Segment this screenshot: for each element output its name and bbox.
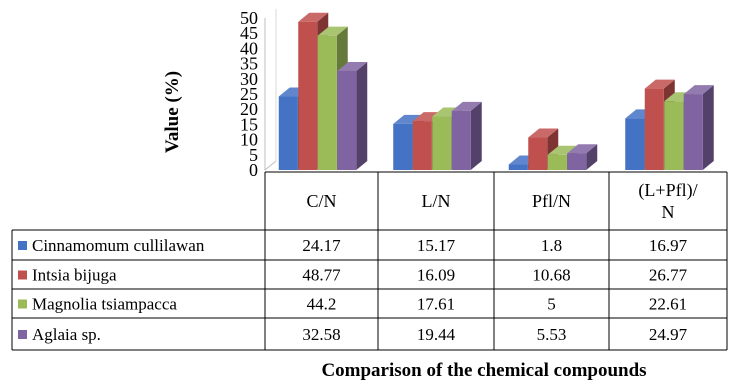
legend-label: Intsia bijuga bbox=[32, 266, 117, 285]
x-axis-title: Comparison of the chemical compounds bbox=[321, 360, 646, 381]
y-axis-title: Value (%) bbox=[162, 71, 183, 153]
data-label: 24.97 bbox=[649, 325, 688, 344]
bar-aglaia-sp--3 bbox=[683, 85, 714, 170]
category-label: (L+Pfl)/N bbox=[638, 180, 697, 222]
y-tick-label: 45 bbox=[240, 23, 258, 43]
data-label: 1.8 bbox=[541, 236, 562, 255]
data-label: 44.2 bbox=[307, 295, 337, 314]
y-tick-label: 10 bbox=[240, 130, 258, 150]
y-tick-label: 35 bbox=[240, 54, 258, 74]
legend-swatch bbox=[18, 330, 27, 339]
data-label: 15.17 bbox=[417, 236, 456, 255]
legend-label: Cinnamomum cullilawan bbox=[32, 236, 205, 255]
y-tick-label: 0 bbox=[249, 160, 258, 180]
y-tick-label: 25 bbox=[240, 84, 258, 104]
data-label: 22.61 bbox=[649, 295, 687, 314]
legend-swatch bbox=[18, 241, 27, 250]
data-label: 24.17 bbox=[302, 236, 341, 255]
category-label: Pfl/N bbox=[532, 191, 571, 211]
y-tick-label: 40 bbox=[240, 38, 258, 58]
data-label: 26.77 bbox=[649, 266, 688, 285]
data-label: 16.97 bbox=[649, 236, 688, 255]
legend-swatch bbox=[18, 299, 27, 309]
bar-aglaia-sp--1 bbox=[451, 101, 482, 170]
y-tick-label: 20 bbox=[240, 99, 258, 119]
data-label: 17.61 bbox=[417, 295, 455, 314]
bar-aglaia-sp--2 bbox=[567, 144, 598, 170]
y-tick-label: 5 bbox=[249, 145, 258, 165]
data-label: 32.58 bbox=[302, 325, 340, 344]
data-label: 19.44 bbox=[417, 325, 456, 344]
legend-label: Aglaia sp. bbox=[32, 325, 101, 344]
data-label: 10.68 bbox=[532, 266, 570, 285]
data-label: 16.09 bbox=[417, 266, 455, 285]
legend-swatch bbox=[18, 270, 27, 280]
data-label: 5 bbox=[547, 295, 556, 314]
data-label: 5.53 bbox=[537, 325, 567, 344]
y-tick-label: 30 bbox=[240, 69, 258, 89]
y-tick-label: 50 bbox=[240, 8, 258, 28]
bar-aglaia-sp--0 bbox=[337, 61, 368, 170]
category-label: C/N bbox=[306, 191, 336, 211]
category-label: L/N bbox=[422, 191, 451, 211]
data-label: 48.77 bbox=[302, 266, 341, 285]
legend-label: Magnolia tsiampacca bbox=[32, 295, 177, 314]
y-tick-label: 15 bbox=[240, 114, 258, 134]
